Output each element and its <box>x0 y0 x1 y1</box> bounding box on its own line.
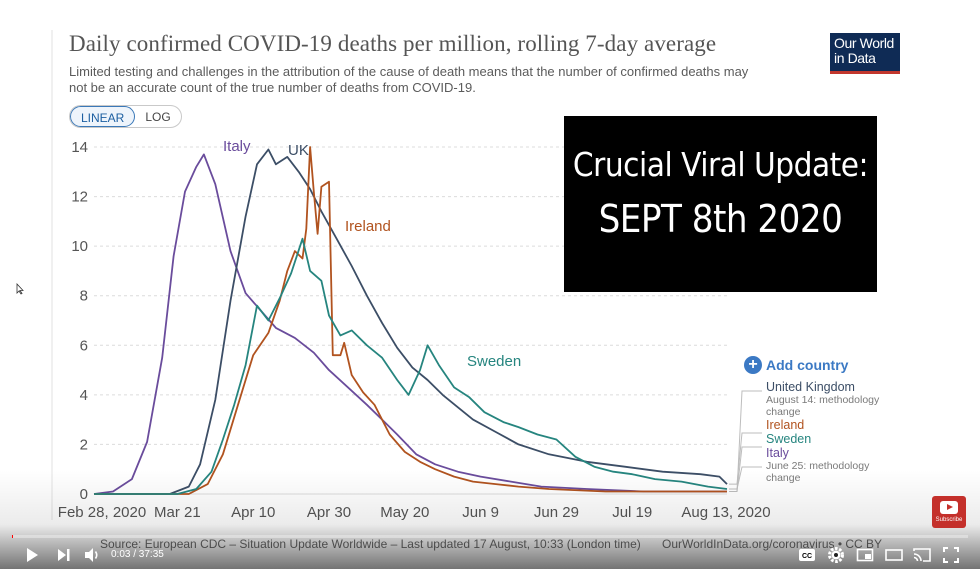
series-label-layer: Italy UK Ireland Sweden <box>223 138 521 370</box>
legend-uk[interactable]: United Kingdom <box>766 380 855 394</box>
fullscreen-icon[interactable] <box>941 545 961 565</box>
time-display: 0:03 / 37:35 <box>111 549 164 560</box>
legend-uk-note: August 14: methodology change <box>766 394 880 418</box>
player-controls: 0:03 / 37:35 CC <box>0 540 980 569</box>
settings-gear-icon[interactable] <box>826 545 846 565</box>
captions-icon[interactable]: CC <box>797 545 817 565</box>
logo-line-2: in Data <box>834 50 876 66</box>
legend-connector-layer <box>729 390 762 492</box>
y-tick-label: 4 <box>80 387 88 404</box>
legend-sweden[interactable]: Sweden <box>766 432 812 446</box>
add-country-button[interactable]: + Add country <box>744 356 848 374</box>
x-tick-label: Jul 19 <box>612 504 652 521</box>
y-tick-label: 6 <box>80 337 88 354</box>
x-tick-label: Jun 29 <box>534 504 579 521</box>
x-tick-label: Aug 13, 2020 <box>681 504 770 521</box>
chart-title: Daily confirmed COVID-19 deaths per mill… <box>69 31 717 56</box>
overlay-title-line-1: Crucial Viral Update: <box>572 145 869 184</box>
video-title-overlay: Crucial Viral Update: SEPT 8th 2020 <box>564 116 877 292</box>
y-tick-label: 10 <box>71 238 88 255</box>
series-label-sweden: Sweden <box>467 353 521 370</box>
our-world-in-data-logo: Our World in Data <box>830 33 900 74</box>
x-tick-label: Apr 10 <box>231 504 275 521</box>
legend-connector <box>729 390 762 492</box>
series-label-italy: Italy <box>223 138 251 155</box>
play-icon[interactable] <box>22 545 42 565</box>
chart-subtitle: Limited testing and challenges in the at… <box>69 64 749 95</box>
legend-connector <box>729 432 762 485</box>
y-tick-label: 14 <box>71 139 88 156</box>
y-tick-label: 0 <box>80 486 88 503</box>
subscribe-label: Subscribe <box>935 517 963 523</box>
subscribe-watermark[interactable]: Subscribe <box>932 496 966 528</box>
log-scale-button[interactable]: LOG <box>145 110 171 124</box>
series-line-united-kingdom <box>94 148 728 495</box>
chart-legend: United Kingdom August 14: methodology ch… <box>766 380 906 484</box>
y-tick-label: 8 <box>80 288 88 305</box>
legend-connector <box>729 466 762 490</box>
x-tick-label: Mar 21 <box>154 504 201 521</box>
y-tick-label: 12 <box>71 189 88 206</box>
legend-ireland[interactable]: Ireland <box>766 418 805 432</box>
series-line-sweden <box>94 237 728 495</box>
progress-bar[interactable] <box>12 535 968 538</box>
logo-line-1: Our World <box>834 35 894 51</box>
legend-italy[interactable]: Italy <box>766 446 789 460</box>
x-tick-label: Apr 30 <box>307 504 351 521</box>
scale-toggle: LINEAR LOG <box>69 105 182 128</box>
miniplayer-icon[interactable] <box>855 545 875 565</box>
plus-icon: + <box>744 356 762 374</box>
x-tick-label: May 20 <box>380 504 429 521</box>
cast-icon[interactable] <box>912 545 932 565</box>
series-label-united-kingdom: UK <box>288 142 309 159</box>
progress-bar-played <box>12 535 14 538</box>
add-country-label: Add country <box>766 357 849 373</box>
youtube-logo-icon <box>940 501 958 514</box>
linear-scale-button[interactable]: LINEAR <box>70 106 136 127</box>
series-label-ireland: Ireland <box>345 218 391 235</box>
x-tick-label: Jun 9 <box>462 504 499 521</box>
next-icon[interactable] <box>54 545 74 565</box>
y-tick-label: 2 <box>80 436 88 453</box>
mouse-cursor-icon <box>16 283 24 295</box>
overlay-title-line-2: SEPT 8th 2020 <box>598 197 843 241</box>
svg-text:CC: CC <box>802 553 812 560</box>
legend-italy-note: June 25: methodology change <box>766 460 870 484</box>
theater-mode-icon[interactable] <box>884 545 904 565</box>
volume-icon[interactable] <box>82 545 102 565</box>
x-tick-label: Feb 28, 2020 <box>58 504 146 521</box>
legend-connector <box>729 446 762 492</box>
